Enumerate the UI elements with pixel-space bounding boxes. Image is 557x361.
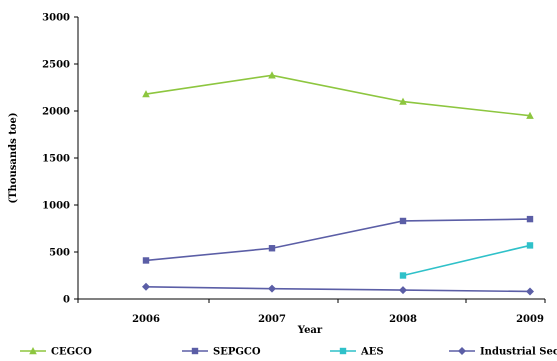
point-sepgco-marker [142, 257, 150, 264]
series-aes [399, 242, 534, 279]
point-aes-marker [526, 242, 534, 249]
series-sepgco [142, 215, 534, 264]
point-sepgco-marker [399, 217, 407, 225]
x-ticks: 2006 2007 2008 2009 [77, 299, 546, 325]
point-sepgco-marker [526, 215, 534, 223]
y-tick-label: 2000 [42, 107, 70, 118]
legend-aes-marker [339, 347, 347, 355]
point-industrial-sector-marker [268, 284, 276, 293]
legend-label: AES [360, 347, 384, 358]
point-aes-marker [399, 272, 407, 279]
y-axis-title: (Thousands toe) [8, 112, 19, 203]
series-line-industrial-sector [145, 285, 531, 293]
x-tick-label: 2009 [516, 314, 544, 325]
y-tick-label: 1000 [42, 201, 70, 212]
y-tick-label: 0 [63, 295, 70, 306]
point-cegco-marker [526, 111, 534, 119]
series-line-aes [402, 244, 531, 277]
legend-item-cegco: CEGCO [20, 347, 92, 358]
point-industrial-sector-marker [526, 287, 534, 296]
x-tick-label: 2006 [132, 314, 160, 325]
legend-sepgco-marker [191, 347, 199, 355]
x-tick-label: 2008 [389, 314, 417, 325]
point-cegco-marker [268, 71, 276, 79]
point-cegco-marker [142, 90, 150, 98]
legend-item-industrial-sector: Industrial Sector [449, 347, 557, 358]
legend-item-aes: AES [330, 347, 384, 358]
series-line-cegco [145, 74, 531, 117]
point-industrial-sector-marker [142, 282, 150, 291]
legend-cegco-marker [29, 347, 37, 355]
series-line-sepgco [145, 218, 531, 262]
point-cegco-marker [399, 97, 407, 105]
axes [77, 17, 545, 300]
legend-label: SEPGCO [213, 347, 261, 358]
legend-label: CEGCO [51, 347, 92, 358]
legend-label: Industrial Sector [480, 347, 557, 358]
series-cegco [142, 71, 534, 119]
point-sepgco-marker [268, 245, 276, 252]
legend-item-sepgco: SEPGCO [182, 347, 261, 358]
point-industrial-sector-marker [399, 286, 407, 295]
y-tick-label: 1500 [42, 154, 70, 165]
y-ticks: 0 500 1000 1500 2000 2500 3000 [42, 13, 78, 306]
legend: CEGCO SEPGCO AES Industrial Sector [20, 347, 557, 358]
series [142, 71, 534, 296]
legend-industrial-sector-marker [458, 347, 466, 355]
y-tick-label: 2500 [42, 60, 70, 71]
y-tick-label: 500 [49, 248, 70, 259]
x-tick-label: 2007 [258, 314, 286, 325]
y-tick-label: 3000 [42, 13, 70, 24]
x-axis-title: Year [297, 325, 323, 336]
series-industrial-sector [142, 282, 534, 296]
